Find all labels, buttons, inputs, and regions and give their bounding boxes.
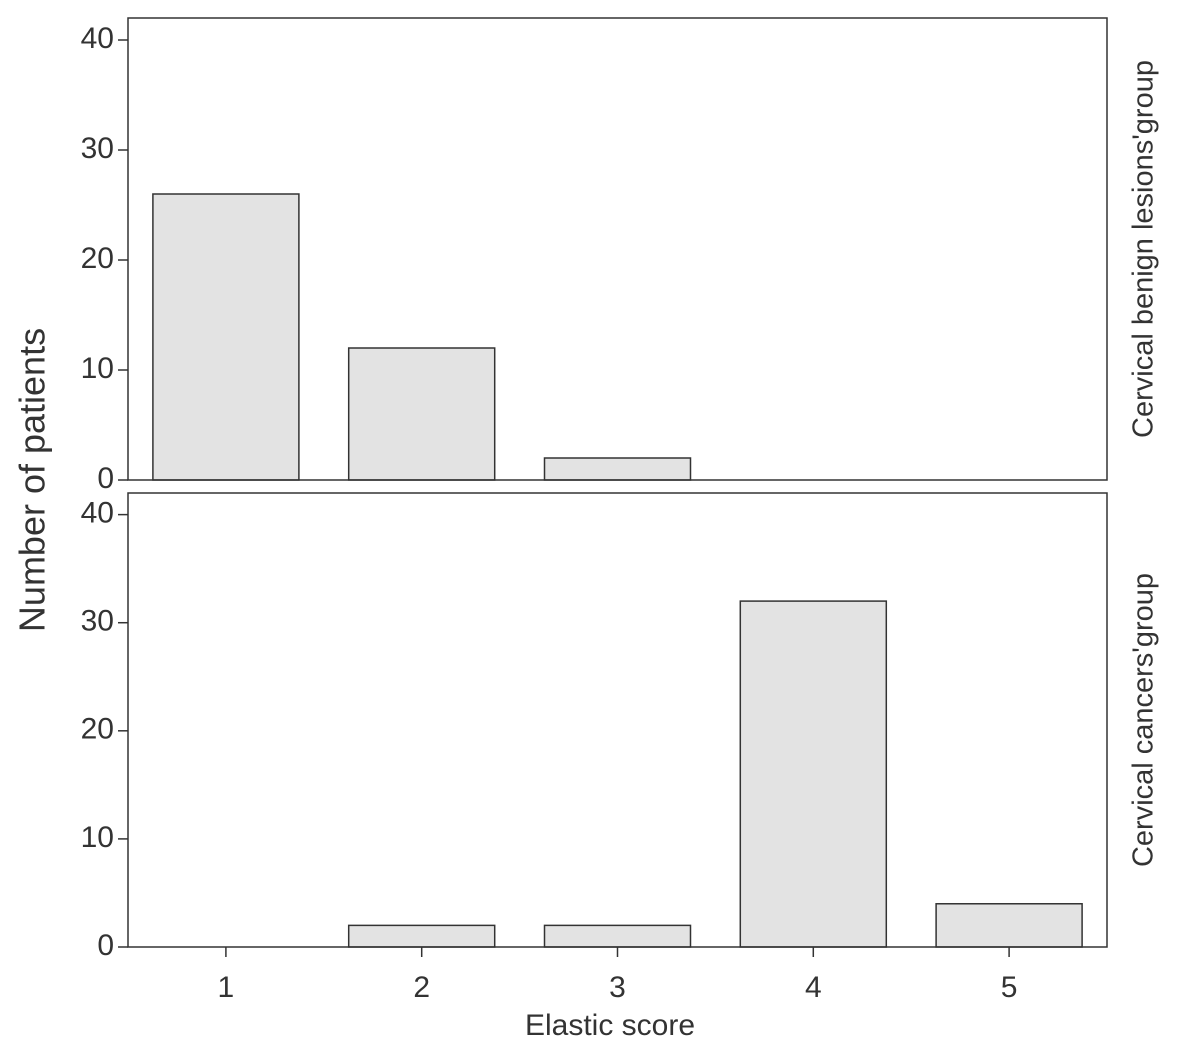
y-tick-label: 0 — [97, 929, 114, 962]
x-tick-label: 1 — [218, 971, 235, 1004]
bar — [347, 347, 496, 481]
bar — [347, 924, 496, 948]
bar — [152, 193, 300, 481]
panel-frame — [127, 17, 1108, 481]
x-tick-label: 2 — [413, 971, 430, 1004]
group-label: Cervical benign lesions'group — [1128, 60, 1160, 438]
x-tick-label: 4 — [805, 971, 822, 1004]
x-tick-label: 5 — [1001, 971, 1018, 1004]
y-axis-label: Number of patients — [12, 328, 53, 632]
bar — [543, 924, 692, 948]
y-tick-label: 10 — [81, 821, 114, 854]
y-tick-label: 0 — [97, 462, 114, 495]
bar — [739, 600, 888, 948]
y-tick-label: 40 — [81, 497, 114, 530]
y-tick-label: 30 — [81, 605, 114, 638]
x-axis-label: Elastic score — [525, 1009, 695, 1042]
bar — [543, 457, 692, 481]
y-tick-label: 20 — [81, 713, 114, 746]
x-tick-label: 3 — [609, 971, 626, 1004]
y-tick-label: 30 — [81, 132, 114, 165]
y-tick-label: 40 — [81, 22, 114, 55]
y-tick-label: 10 — [81, 352, 114, 385]
bar — [935, 903, 1083, 948]
group-label: Cervical cancers'group — [1128, 573, 1160, 867]
panel-frame — [127, 492, 1108, 948]
y-tick-label: 20 — [81, 242, 114, 275]
